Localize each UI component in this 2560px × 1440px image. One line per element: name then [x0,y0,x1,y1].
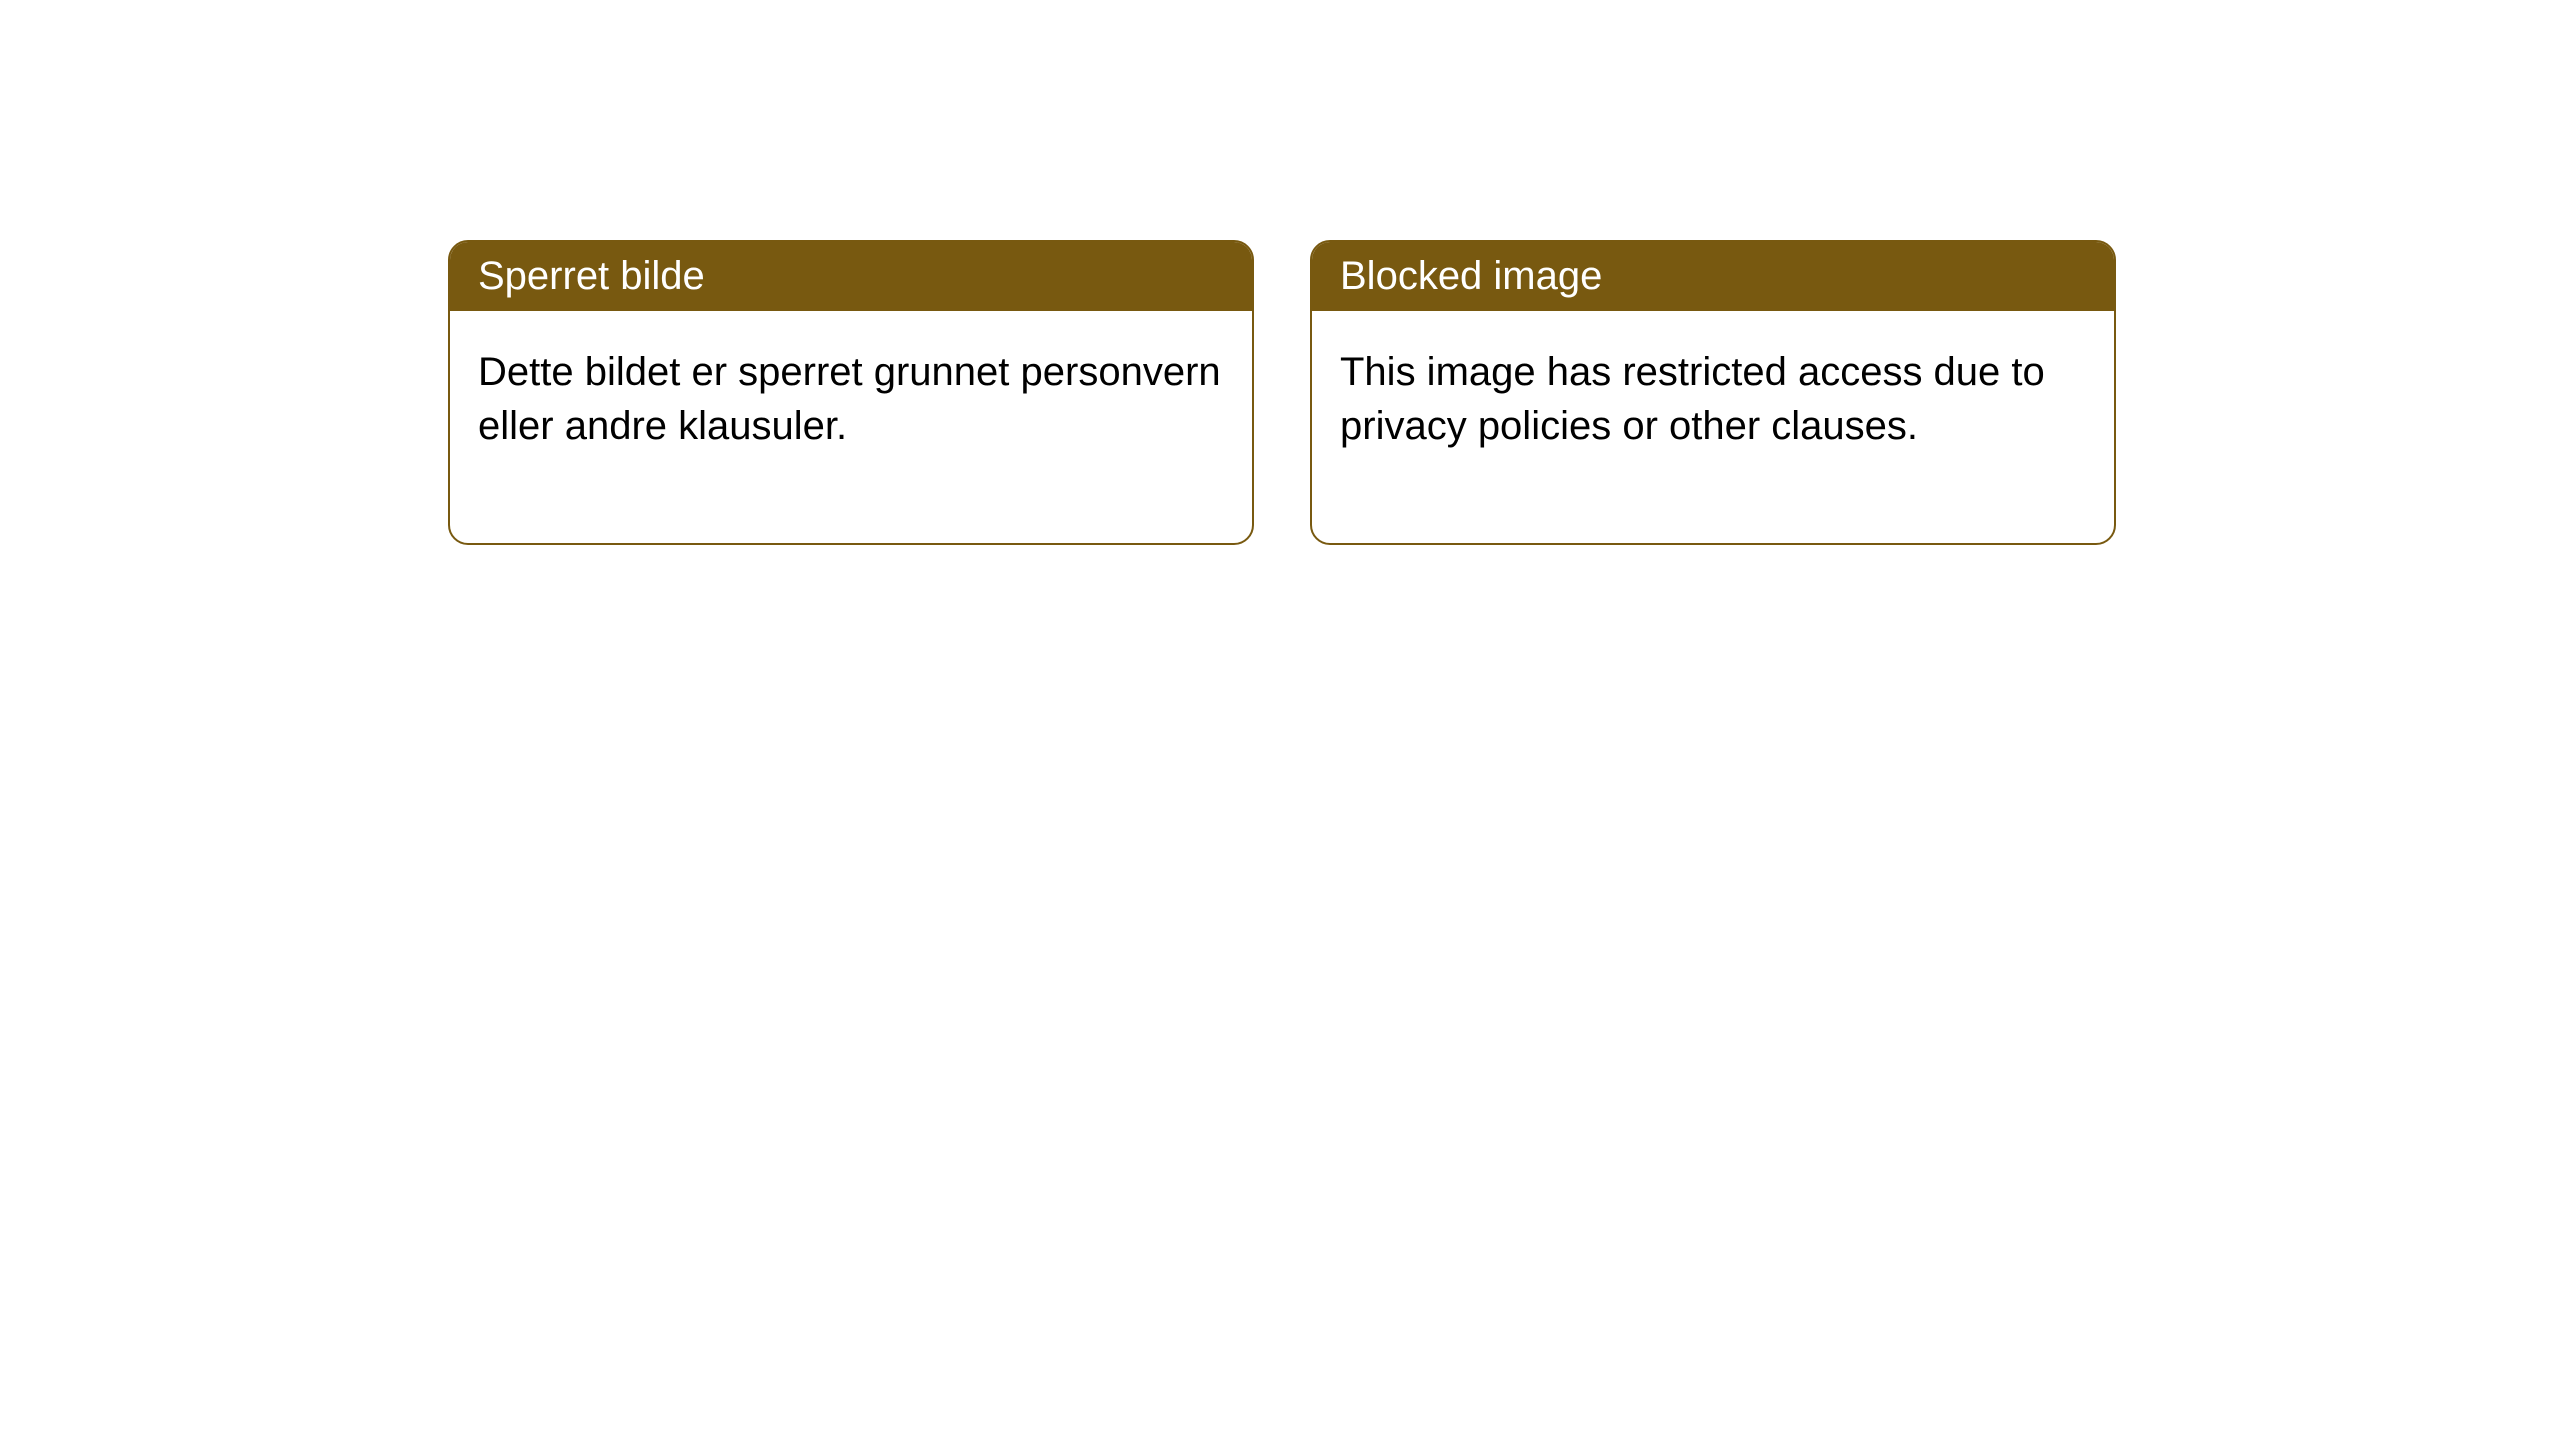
card-title: Blocked image [1312,242,2114,311]
card-title: Sperret bilde [450,242,1252,311]
blocked-image-card-english: Blocked image This image has restricted … [1310,240,2116,545]
card-body: Dette bildet er sperret grunnet personve… [450,311,1252,543]
blocked-image-cards-container: Sperret bilde Dette bildet er sperret gr… [448,240,2116,545]
blocked-image-card-norwegian: Sperret bilde Dette bildet er sperret gr… [448,240,1254,545]
card-body: This image has restricted access due to … [1312,311,2114,543]
